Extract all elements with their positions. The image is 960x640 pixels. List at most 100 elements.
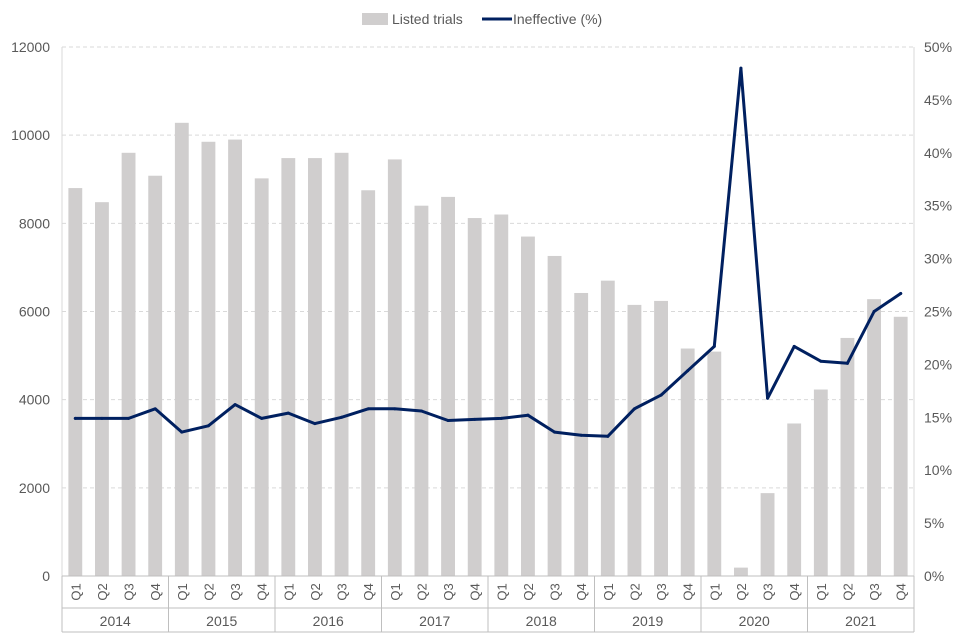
- y-left-tick-label: 10000: [11, 127, 50, 143]
- bar-series: [68, 122, 908, 577]
- line-point: [340, 415, 344, 419]
- bar: [654, 300, 668, 576]
- x-tick-label: Q2: [627, 583, 642, 600]
- legend: Listed trials Ineffective (%): [362, 11, 602, 27]
- x-tick-label: Q3: [761, 583, 776, 600]
- bar: [813, 389, 828, 576]
- x-tick-label: Q3: [867, 583, 882, 600]
- bar: [414, 205, 429, 576]
- y-right-tick-label: 50%: [924, 39, 952, 55]
- x-tick-label: Q3: [335, 583, 350, 600]
- line-point: [526, 413, 530, 417]
- bar: [308, 158, 322, 576]
- x-tick-label: Q1: [281, 583, 296, 600]
- y-right-tick-label: 45%: [924, 92, 952, 108]
- bar: [361, 190, 376, 577]
- line-point: [286, 411, 290, 415]
- x-tick-label: Q2: [840, 583, 855, 600]
- bar: [707, 351, 722, 576]
- x-tick-label: Q4: [148, 583, 163, 600]
- axes: 0 2000 4000 6000 8000 10000 12000 0% 5% 10% 15% 20%…: [11, 39, 952, 633]
- x-tick-label: Q1: [707, 583, 722, 600]
- bar: [627, 304, 642, 576]
- y-right-tick-label: 25%: [924, 304, 952, 320]
- line-point: [180, 430, 184, 434]
- line-point: [127, 416, 131, 420]
- bar: [68, 188, 83, 577]
- x-tick-label: Q3: [122, 583, 137, 600]
- line-point: [393, 407, 397, 411]
- bar: [760, 493, 775, 576]
- x-tick-label: Q1: [175, 583, 190, 600]
- x-tick-label: Q2: [734, 583, 749, 600]
- x-tick-label: Q3: [228, 583, 243, 600]
- bar: [680, 348, 695, 576]
- line-point: [553, 430, 557, 434]
- bar: [281, 158, 296, 576]
- bar: [95, 202, 109, 576]
- bar: [201, 141, 216, 576]
- bar: [254, 178, 269, 576]
- bar: [787, 423, 802, 576]
- bar: [334, 152, 349, 577]
- y-left-tick-label: 12000: [11, 39, 50, 55]
- bar: [547, 255, 562, 576]
- bar: [467, 218, 482, 576]
- x-tick-label: Q1: [814, 583, 829, 600]
- x-tick-label: Q3: [441, 583, 456, 600]
- line-ineffective: [73, 66, 903, 438]
- y-right-tick-label: 15%: [924, 409, 952, 425]
- x-tick-label: Q2: [201, 583, 216, 600]
- x-year-label: 2015: [206, 613, 237, 629]
- bar: [867, 299, 881, 576]
- y-left-tick-label: 4000: [19, 392, 50, 408]
- x-tick-label: Q2: [308, 583, 323, 600]
- x-year-label: 2020: [739, 613, 770, 629]
- line-point: [686, 369, 690, 373]
- line-point: [73, 416, 77, 420]
- x-year-label: 2014: [100, 613, 131, 629]
- x-tick-label: Q4: [361, 583, 376, 600]
- line-point: [313, 422, 317, 426]
- line-point: [100, 416, 104, 420]
- line-series: [73, 66, 903, 438]
- x-year-label: 2018: [526, 613, 557, 629]
- line-point: [499, 416, 503, 420]
- y-left-tick-label: 8000: [19, 215, 50, 231]
- y-right-tick-label: 20%: [924, 356, 952, 372]
- line-point: [233, 403, 237, 407]
- bar: [228, 139, 242, 576]
- line-point: [819, 359, 823, 363]
- bar: [121, 152, 136, 577]
- line-point: [260, 416, 264, 420]
- x-year-label: 2017: [419, 613, 450, 629]
- y-right-tick-label: 30%: [924, 251, 952, 267]
- x-tick-label: Q1: [601, 583, 616, 600]
- line-point: [632, 407, 636, 411]
- bar: [600, 280, 615, 576]
- x-tick-label: Q4: [681, 583, 696, 600]
- bar: [893, 316, 908, 576]
- x-tick-label: Q4: [894, 583, 909, 600]
- legend-label-line: Ineffective (%): [513, 11, 602, 27]
- y-right-tick-label: 35%: [924, 198, 952, 214]
- line-point: [606, 434, 610, 438]
- y-right-tick-label: 0%: [924, 568, 944, 584]
- y-right-tick-label: 5%: [924, 515, 944, 531]
- bar: [387, 159, 402, 576]
- x-tick-label: Q3: [548, 583, 563, 600]
- bar: [148, 175, 163, 576]
- x-tick-label: Q4: [468, 583, 483, 600]
- bar: [494, 214, 509, 576]
- line-point: [712, 344, 716, 348]
- x-year-label: 2019: [632, 613, 663, 629]
- bar: [521, 236, 535, 576]
- bar: [441, 196, 455, 576]
- bar: [840, 337, 855, 576]
- line-point: [206, 424, 210, 428]
- line-point: [872, 310, 876, 313]
- line-point: [792, 344, 796, 348]
- line-point: [473, 417, 477, 421]
- x-tick-label: Q1: [388, 583, 403, 600]
